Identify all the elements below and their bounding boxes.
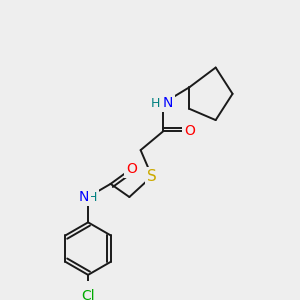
Text: S: S xyxy=(147,169,157,184)
Text: O: O xyxy=(126,162,137,176)
Text: H: H xyxy=(88,190,98,203)
Text: N: N xyxy=(78,190,88,204)
Text: H: H xyxy=(151,97,160,110)
Text: Cl: Cl xyxy=(81,289,95,300)
Text: N: N xyxy=(163,96,173,110)
Text: O: O xyxy=(184,124,195,138)
